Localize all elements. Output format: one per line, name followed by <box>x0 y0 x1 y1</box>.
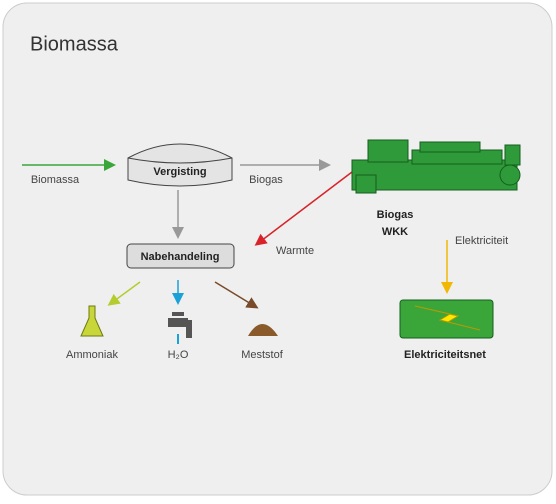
edge-label: Biomassa <box>31 174 80 186</box>
edge-label: Biogas <box>249 174 283 186</box>
output-label: Meststof <box>241 349 284 361</box>
node-label: Biogas <box>377 209 414 221</box>
output-label: Ammoniak <box>66 349 118 361</box>
edge-label: Warmte <box>276 245 314 257</box>
edge-label: Elektriciteit <box>455 235 508 247</box>
node-label: Elektriciteitsnet <box>404 349 486 361</box>
node-label: Vergisting <box>153 166 206 178</box>
title: Biomassa <box>30 33 119 55</box>
output-label: H₂O <box>168 349 189 361</box>
diagram: Biomassa Vergisting Nabehandeling Biogas… <box>0 0 556 499</box>
node-label: WKK <box>382 226 408 238</box>
node-label: Nabehandeling <box>141 251 220 263</box>
